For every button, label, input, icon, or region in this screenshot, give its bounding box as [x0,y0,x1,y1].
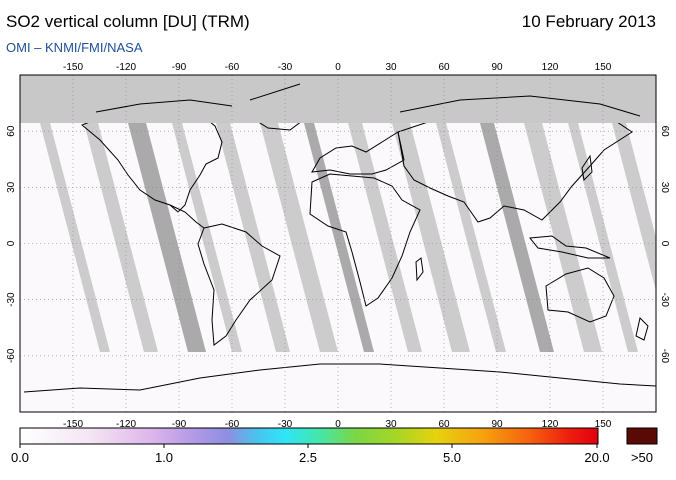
lon-tick-label: 90 [491,419,503,430]
swath-gap-band [392,123,470,352]
lon-tick-label: 60 [438,62,450,73]
central-america-outline [169,204,205,229]
right-lat-labels: 60 30 0 -30 -60 [659,126,670,364]
south-america-outline [197,223,281,346]
lat-tick-label: 60 [659,126,670,138]
swath-gap-band [436,123,506,352]
lat-lon-grid [20,75,656,412]
colorbar-overflow-box [626,427,658,445]
lat-tick-label: -60 [659,349,670,364]
lon-tick-label: -30 [278,419,293,430]
lon-tick-label: -120 [116,419,136,430]
map-date: 10 February 2013 [521,12,656,31]
left-lat-labels: 60 30 0 -30 -60 [6,125,17,363]
lat-tick-label: 30 [6,181,17,193]
lon-tick-label: 0 [335,62,341,73]
lon-tick-label: -150 [63,62,83,73]
colorbar-label-4: 20.0 [584,450,610,465]
new-zealand-outline [635,317,649,341]
swath-gap-band [84,123,158,352]
lon-tick-label: -30 [278,62,293,73]
swath-gaps [40,123,676,352]
map-frame [19,74,657,413]
antarctica-outline [23,363,656,393]
bottom-lon-labels: -150 -120 -90 -60 -30 0 30 60 90 120 150 [63,419,612,430]
arctic-outlines [95,83,641,117]
swath-gap-band [524,123,602,352]
lon-tick-label: -90 [172,62,187,73]
swath-gap-band [172,123,242,352]
swath-gap-band [128,123,206,352]
lon-tick-label: -60 [225,419,240,430]
lat-tick-label: 60 [6,125,17,137]
lon-tick-label: -90 [172,419,187,430]
continent-outlines [23,91,656,393]
lon-tick-label: 150 [595,62,612,73]
australia-outline [545,267,615,323]
swath-gap-band [260,123,338,352]
colorbar-label-0: 0.0 [10,450,30,465]
colorbar-label-3: 5.0 [442,450,462,465]
swath-gap-band [40,123,110,352]
lon-tick-label: 30 [385,62,397,73]
colorbar-label-1: 1.0 [154,450,174,465]
lon-tick-label: 120 [542,419,559,430]
southeast-asia-islands-outline [529,235,611,259]
lat-tick-label: 0 [659,241,670,247]
lon-tick-label: 90 [491,62,503,73]
colorbar-ticks [19,444,598,448]
swath-gap-band [568,123,638,352]
colorbar-overflow-label: >50 [630,450,654,465]
lat-tick-label: -30 [6,292,17,307]
lon-tick-label: 0 [335,419,341,430]
colorbar-label-2: 2.5 [298,450,318,465]
lat-tick-label: -30 [659,292,670,307]
japan-outline [581,154,593,182]
top-lon-labels: -150 -120 -90 -60 -30 0 30 60 90 120 150 [63,62,612,73]
lon-tick-label: -120 [116,62,136,73]
lon-tick-label: 150 [595,419,612,430]
lon-tick-label: 60 [438,419,450,430]
colorbar-gradient [19,427,599,445]
madagascar-outline [415,257,424,282]
swath-gap-band [304,123,374,352]
swath-gap-band [612,123,656,291]
lon-tick-label: 120 [542,62,559,73]
lon-tick-label: -60 [225,62,240,73]
africa-outline [309,173,421,307]
lon-tick-label: 30 [385,419,397,430]
swath-gap-band [348,123,422,352]
lon-tick-label: -150 [63,419,83,430]
map-title: SO2 vertical column [DU] (TRM) [6,12,250,31]
swath-gap-band [480,123,554,352]
lat-tick-label: 30 [659,182,670,194]
lat-tick-label: -60 [6,348,17,363]
data-credit: OMI – KNMI/FMI/NASA [6,40,143,55]
lat-tick-label: 0 [6,240,17,246]
swath-gap-band [656,123,676,352]
